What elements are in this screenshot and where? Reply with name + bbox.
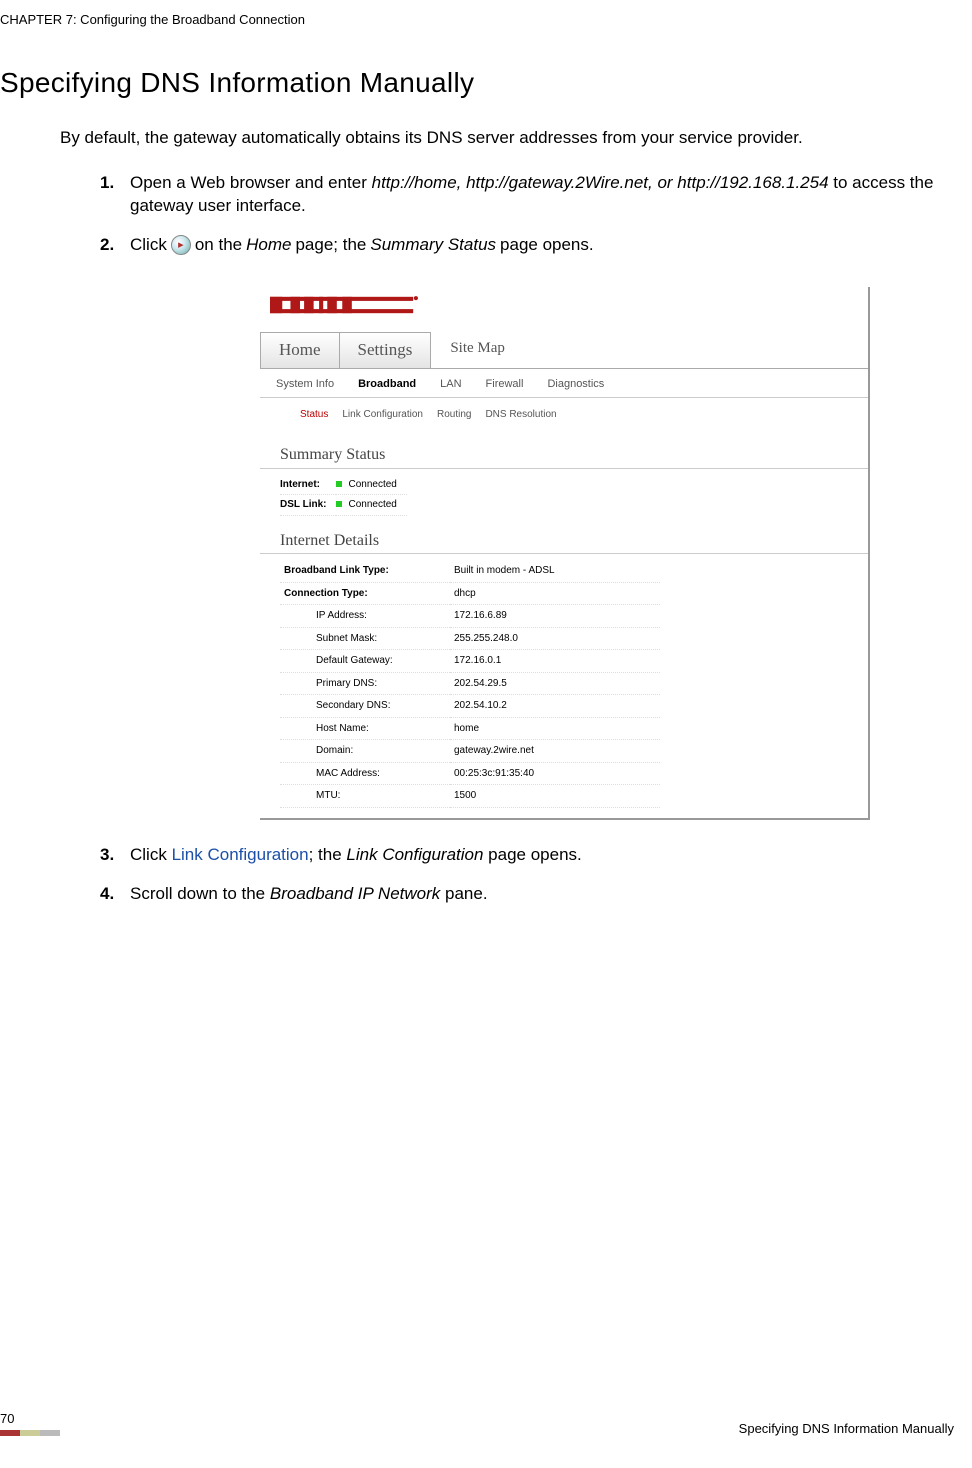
- gw-v: 172.16.0.1: [450, 650, 660, 673]
- footer-color-bar: [0, 1430, 60, 1436]
- dsl-value: Connected: [336, 495, 406, 516]
- gw-k: Default Gateway:: [280, 650, 450, 673]
- step-1: Open a Web browser and enter http://home…: [100, 172, 952, 218]
- row-secondary-dns: Secondary DNS:202.54.10.2: [280, 695, 660, 718]
- step-3-pagename: Link Configuration: [346, 845, 483, 864]
- summary-status-heading: Summary Status: [260, 430, 868, 469]
- settings-subtabs: System Info Broadband LAN Firewall Diagn…: [260, 369, 868, 399]
- row-mtu: MTU:1500: [280, 785, 660, 808]
- broadband-inner-tabs: Status Link Configuration Routing DNS Re…: [260, 398, 868, 430]
- row-dsl: DSL Link: Connected: [280, 495, 407, 516]
- ct-v: dhcp: [450, 582, 660, 605]
- status-dot-icon: [336, 481, 342, 487]
- footer-section-title: Specifying DNS Information Manually: [739, 1421, 954, 1436]
- step-2-text-b: on the: [195, 234, 242, 257]
- innertab-status[interactable]: Status: [300, 408, 328, 422]
- tab-sitemap[interactable]: Site Map: [430, 332, 523, 368]
- sd-v: 202.54.10.2: [450, 695, 660, 718]
- dm-k: Domain:: [280, 740, 450, 763]
- sm-k: Subnet Mask:: [280, 627, 450, 650]
- dm-v: gateway.2wire.net: [450, 740, 660, 763]
- step-2-text-a: Click: [130, 234, 167, 257]
- step-1-urls: http://home, http://gateway.2Wire.net, o…: [372, 173, 829, 192]
- step-3: Click Link Configuration; the Link Confi…: [100, 844, 952, 867]
- row-connection-type: Connection Type:dhcp: [280, 582, 660, 605]
- mtu-k: MTU:: [280, 785, 450, 808]
- subtab-system-info[interactable]: System Info: [276, 377, 334, 392]
- page-footer: 70 Specifying DNS Information Manually: [0, 1411, 954, 1436]
- internet-status-text: Connected: [348, 479, 396, 490]
- chapter-header: CHAPTER 7: Configuring the Broadband Con…: [0, 12, 952, 27]
- internet-details-table: Broadband Link Type:Built in modem - ADS…: [280, 560, 660, 808]
- step-2: Click ▸ on the Home page; the Summary St…: [100, 234, 952, 820]
- tab-home[interactable]: Home: [260, 332, 340, 368]
- step-2-text-d: page opens.: [500, 234, 594, 257]
- page-title: Specifying DNS Information Manually: [0, 67, 952, 99]
- sd-k: Secondary DNS:: [280, 695, 450, 718]
- row-host-name: Host Name:home: [280, 717, 660, 740]
- blt-v: Built in modem - ADSL: [450, 560, 660, 582]
- row-default-gateway: Default Gateway:172.16.0.1: [280, 650, 660, 673]
- blt-k: Broadband Link Type:: [280, 560, 450, 582]
- step-4-text-a: Scroll down to the: [130, 884, 270, 903]
- mac-v: 00:25:3c:91:35:40: [450, 762, 660, 785]
- main-tabs: Home Settings Site Map: [260, 332, 868, 369]
- mtu-v: 1500: [450, 785, 660, 808]
- tab-settings[interactable]: Settings: [339, 332, 432, 368]
- internet-details-heading: Internet Details: [260, 516, 868, 555]
- step-4-text-b: pane.: [440, 884, 487, 903]
- status-dot-icon: [336, 501, 342, 507]
- logo-row: [260, 287, 868, 332]
- step-2-home: Home: [246, 234, 291, 257]
- subtab-firewall[interactable]: Firewall: [486, 377, 524, 392]
- dsl-status-text: Connected: [348, 499, 396, 510]
- innertab-link-configuration[interactable]: Link Configuration: [342, 408, 423, 422]
- row-ip-address: IP Address:172.16.6.89: [280, 605, 660, 628]
- step-4-pane: Broadband IP Network: [270, 884, 440, 903]
- pd-k: Primary DNS:: [280, 672, 450, 695]
- two-wire-logo: [270, 291, 420, 319]
- innertab-routing[interactable]: Routing: [437, 408, 471, 422]
- row-broadband-link-type: Broadband Link Type:Built in modem - ADS…: [280, 560, 660, 582]
- row-domain: Domain:gateway.2wire.net: [280, 740, 660, 763]
- ip-k: IP Address:: [280, 605, 450, 628]
- subtab-diagnostics[interactable]: Diagnostics: [547, 377, 604, 392]
- intro-text: By default, the gateway automatically ob…: [60, 127, 952, 150]
- mac-k: MAC Address:: [280, 762, 450, 785]
- row-subnet-mask: Subnet Mask:255.255.248.0: [280, 627, 660, 650]
- link-configuration-link[interactable]: Link Configuration: [172, 845, 309, 864]
- router-ui-screenshot: Home Settings Site Map System Info Broad…: [260, 287, 870, 820]
- step-2-summary: Summary Status: [370, 234, 496, 257]
- hn-v: home: [450, 717, 660, 740]
- step-3-text-c: page opens.: [483, 845, 581, 864]
- step-2-text-c: page; the: [295, 234, 366, 257]
- row-internet: Internet: Connected: [280, 475, 407, 495]
- step-1-text-a: Open a Web browser and enter: [130, 173, 372, 192]
- subtab-broadband[interactable]: Broadband: [358, 377, 416, 392]
- footer-left: 70: [0, 1411, 60, 1436]
- pd-v: 202.54.29.5: [450, 672, 660, 695]
- globe-icon: ▸: [171, 235, 191, 255]
- innertab-dns-resolution[interactable]: DNS Resolution: [485, 408, 556, 422]
- dsl-label: DSL Link:: [280, 495, 336, 516]
- row-mac-address: MAC Address:00:25:3c:91:35:40: [280, 762, 660, 785]
- step-3-text-a: Click: [130, 845, 172, 864]
- step-3-text-b: ; the: [309, 845, 347, 864]
- ct-k: Connection Type:: [280, 582, 450, 605]
- sm-v: 255.255.248.0: [450, 627, 660, 650]
- subtab-lan[interactable]: LAN: [440, 377, 461, 392]
- row-primary-dns: Primary DNS:202.54.29.5: [280, 672, 660, 695]
- internet-value: Connected: [336, 475, 406, 495]
- internet-label: Internet:: [280, 475, 336, 495]
- summary-status-table: Internet: Connected DSL Link: Connected: [280, 475, 407, 516]
- ip-v: 172.16.6.89: [450, 605, 660, 628]
- step-4: Scroll down to the Broadband IP Network …: [100, 883, 952, 906]
- page-number: 70: [0, 1411, 60, 1426]
- hn-k: Host Name:: [280, 717, 450, 740]
